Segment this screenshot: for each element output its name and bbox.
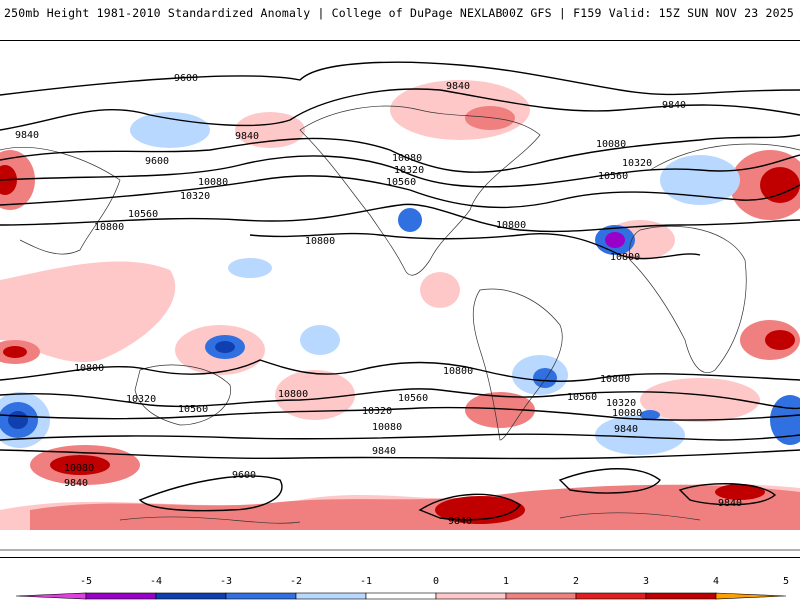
model-valid-time: 00Z GFS | F159 Valid: 15Z SUN NOV 23 202…: [501, 6, 794, 20]
contour-label: 9600: [145, 156, 169, 167]
colorbar-swatch: [155, 592, 227, 600]
colorbar-swatch: [15, 592, 87, 600]
contour-label: 10080: [392, 153, 422, 164]
colorbar-tick-label: -1: [360, 576, 372, 587]
contour-label: 9600: [174, 73, 198, 84]
contour-label: 10800: [94, 222, 124, 233]
contour-label: 9840: [448, 516, 472, 527]
contour-label: 9840: [372, 446, 396, 457]
colorbar-tick-label: -4: [150, 576, 162, 587]
contour-label: 9840: [446, 81, 470, 92]
colorbar-tick-label: -3: [220, 576, 232, 587]
contour-label: 9840: [235, 131, 259, 142]
contour-label: 10320: [394, 165, 424, 176]
colorbar-swatch: [365, 592, 437, 600]
contour-label: 10800: [496, 220, 526, 231]
contour-label: 10800: [443, 366, 473, 377]
colorbar-swatch: [225, 592, 297, 600]
colorbar-tick-labels: -5 -4 -3 -2 -1 0 1 2 3 4 5: [80, 576, 789, 587]
colorbar-swatch: [715, 592, 787, 600]
colorbar-swatch: [85, 592, 157, 600]
contour-label: 10320: [622, 158, 652, 169]
contour-label: 9840: [15, 130, 39, 141]
contour-label: 10320: [126, 394, 156, 405]
contour-label: 10800: [305, 236, 335, 247]
map-frame: [0, 40, 800, 558]
colorbar-swatch: [295, 592, 367, 600]
colorbar-tick-label: 5: [783, 576, 789, 587]
contour-label: 10800: [610, 252, 640, 263]
contour-label: 9600: [232, 470, 256, 481]
contour-label: 10800: [74, 363, 104, 374]
height-contours: [0, 61, 800, 521]
contour-label: 10080: [64, 463, 94, 474]
colorbar-tick-label: 2: [573, 576, 579, 587]
contour-label: 10560: [386, 177, 416, 188]
contour-labels: 9600 9840 9840 9840 9840 9600 10080 1008…: [15, 73, 742, 527]
contour-label: 9840: [64, 478, 88, 489]
contour-label: 10560: [398, 393, 428, 404]
colorbar-boxes: [15, 592, 787, 600]
colorbar-tick-label: 4: [713, 576, 719, 587]
contour-label: 10320: [180, 191, 210, 202]
colorbar: -5 -4 -3 -2 -1 0 1 2 3 4 5: [15, 576, 789, 600]
contour-label: 10320: [362, 406, 392, 417]
contour-label: 10080: [596, 139, 626, 150]
colorbar-tick-label: 0: [433, 576, 439, 587]
contour-label: 10560: [567, 392, 597, 403]
contour-label: 9840: [662, 100, 686, 111]
colorbar-swatch: [645, 592, 717, 600]
contour-label: 9840: [614, 424, 638, 435]
contour-label: 10560: [178, 404, 208, 415]
map-title: 250mb Height 1981-2010 Standardized Anom…: [4, 6, 503, 20]
contour-label: 10560: [128, 209, 158, 220]
contour-label: 10080: [612, 408, 642, 419]
contour-label: 9840: [718, 498, 742, 509]
colorbar-swatch: [505, 592, 577, 600]
colorbar-swatch: [435, 592, 507, 600]
positive-anomaly-shading: [0, 80, 800, 530]
contour-label: 10320: [606, 398, 636, 409]
negative-anomaly-shading: [0, 112, 800, 455]
anomaly-map: 9600 9840 9840 9840 9840 9600 10080 1008…: [0, 40, 800, 558]
colorbar-tick-label: -2: [290, 576, 302, 587]
colorbar-swatch: [575, 592, 647, 600]
colorbar-tick-label: 1: [503, 576, 509, 587]
contour-label: 10080: [372, 422, 402, 433]
contour-label: 10800: [600, 374, 630, 385]
coastlines: [0, 105, 800, 551]
colorbar-tick-label: 3: [643, 576, 649, 587]
colorbar-tick-label: -5: [80, 576, 92, 587]
contour-label: 10800: [278, 389, 308, 400]
contour-label: 10080: [198, 177, 228, 188]
contour-label: 10560: [598, 171, 628, 182]
